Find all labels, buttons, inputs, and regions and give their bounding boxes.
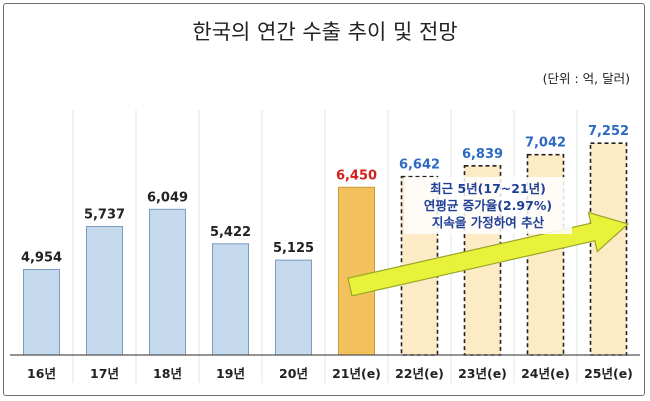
value-label: 5,422 [210, 225, 251, 240]
annotation-line: 최근 5년(17~21년) [430, 181, 546, 196]
value-label: 7,042 [525, 136, 566, 151]
value-label: 5,737 [84, 207, 125, 222]
x-tick-label: 20년 [279, 366, 308, 381]
x-tick-label: 19년 [216, 366, 245, 381]
x-tick-label: 25년(e) [584, 366, 633, 381]
value-label: 6,450 [336, 168, 377, 183]
bar-25년(e) [589, 142, 628, 356]
bar-17년 [86, 225, 123, 356]
x-tick-label: 18년 [153, 366, 182, 381]
value-label: 7,252 [588, 124, 629, 139]
x-tick-label: 24년(e) [521, 366, 570, 381]
value-label: 6,049 [147, 190, 188, 205]
value-label: 6,642 [399, 158, 440, 173]
value-label: 5,125 [273, 241, 314, 256]
x-tick-label: 23년(e) [458, 366, 507, 381]
value-label: 4,954 [21, 251, 62, 266]
annotation-box [404, 177, 572, 234]
bar-18년 [149, 208, 186, 356]
x-tick-label: 22년(e) [395, 366, 444, 381]
annotation-line: 연평균 증가율(2.97%) [424, 198, 552, 213]
bar-20년 [275, 259, 312, 356]
x-tick-label: 16년 [27, 366, 56, 381]
bar-21년(e) [338, 186, 375, 356]
value-label: 6,839 [462, 147, 503, 162]
x-tick-label: 17년 [90, 366, 119, 381]
annotation-line: 지속을 가정하여 추산 [432, 215, 545, 230]
unit-note: (단위 : 억, 달러) [542, 71, 630, 86]
bar-19년 [212, 243, 249, 356]
bar-16년 [23, 269, 60, 356]
x-tick-label: 21년(e) [332, 366, 381, 381]
chart-title: 한국의 연간 수출 추이 및 전망 [192, 20, 458, 44]
